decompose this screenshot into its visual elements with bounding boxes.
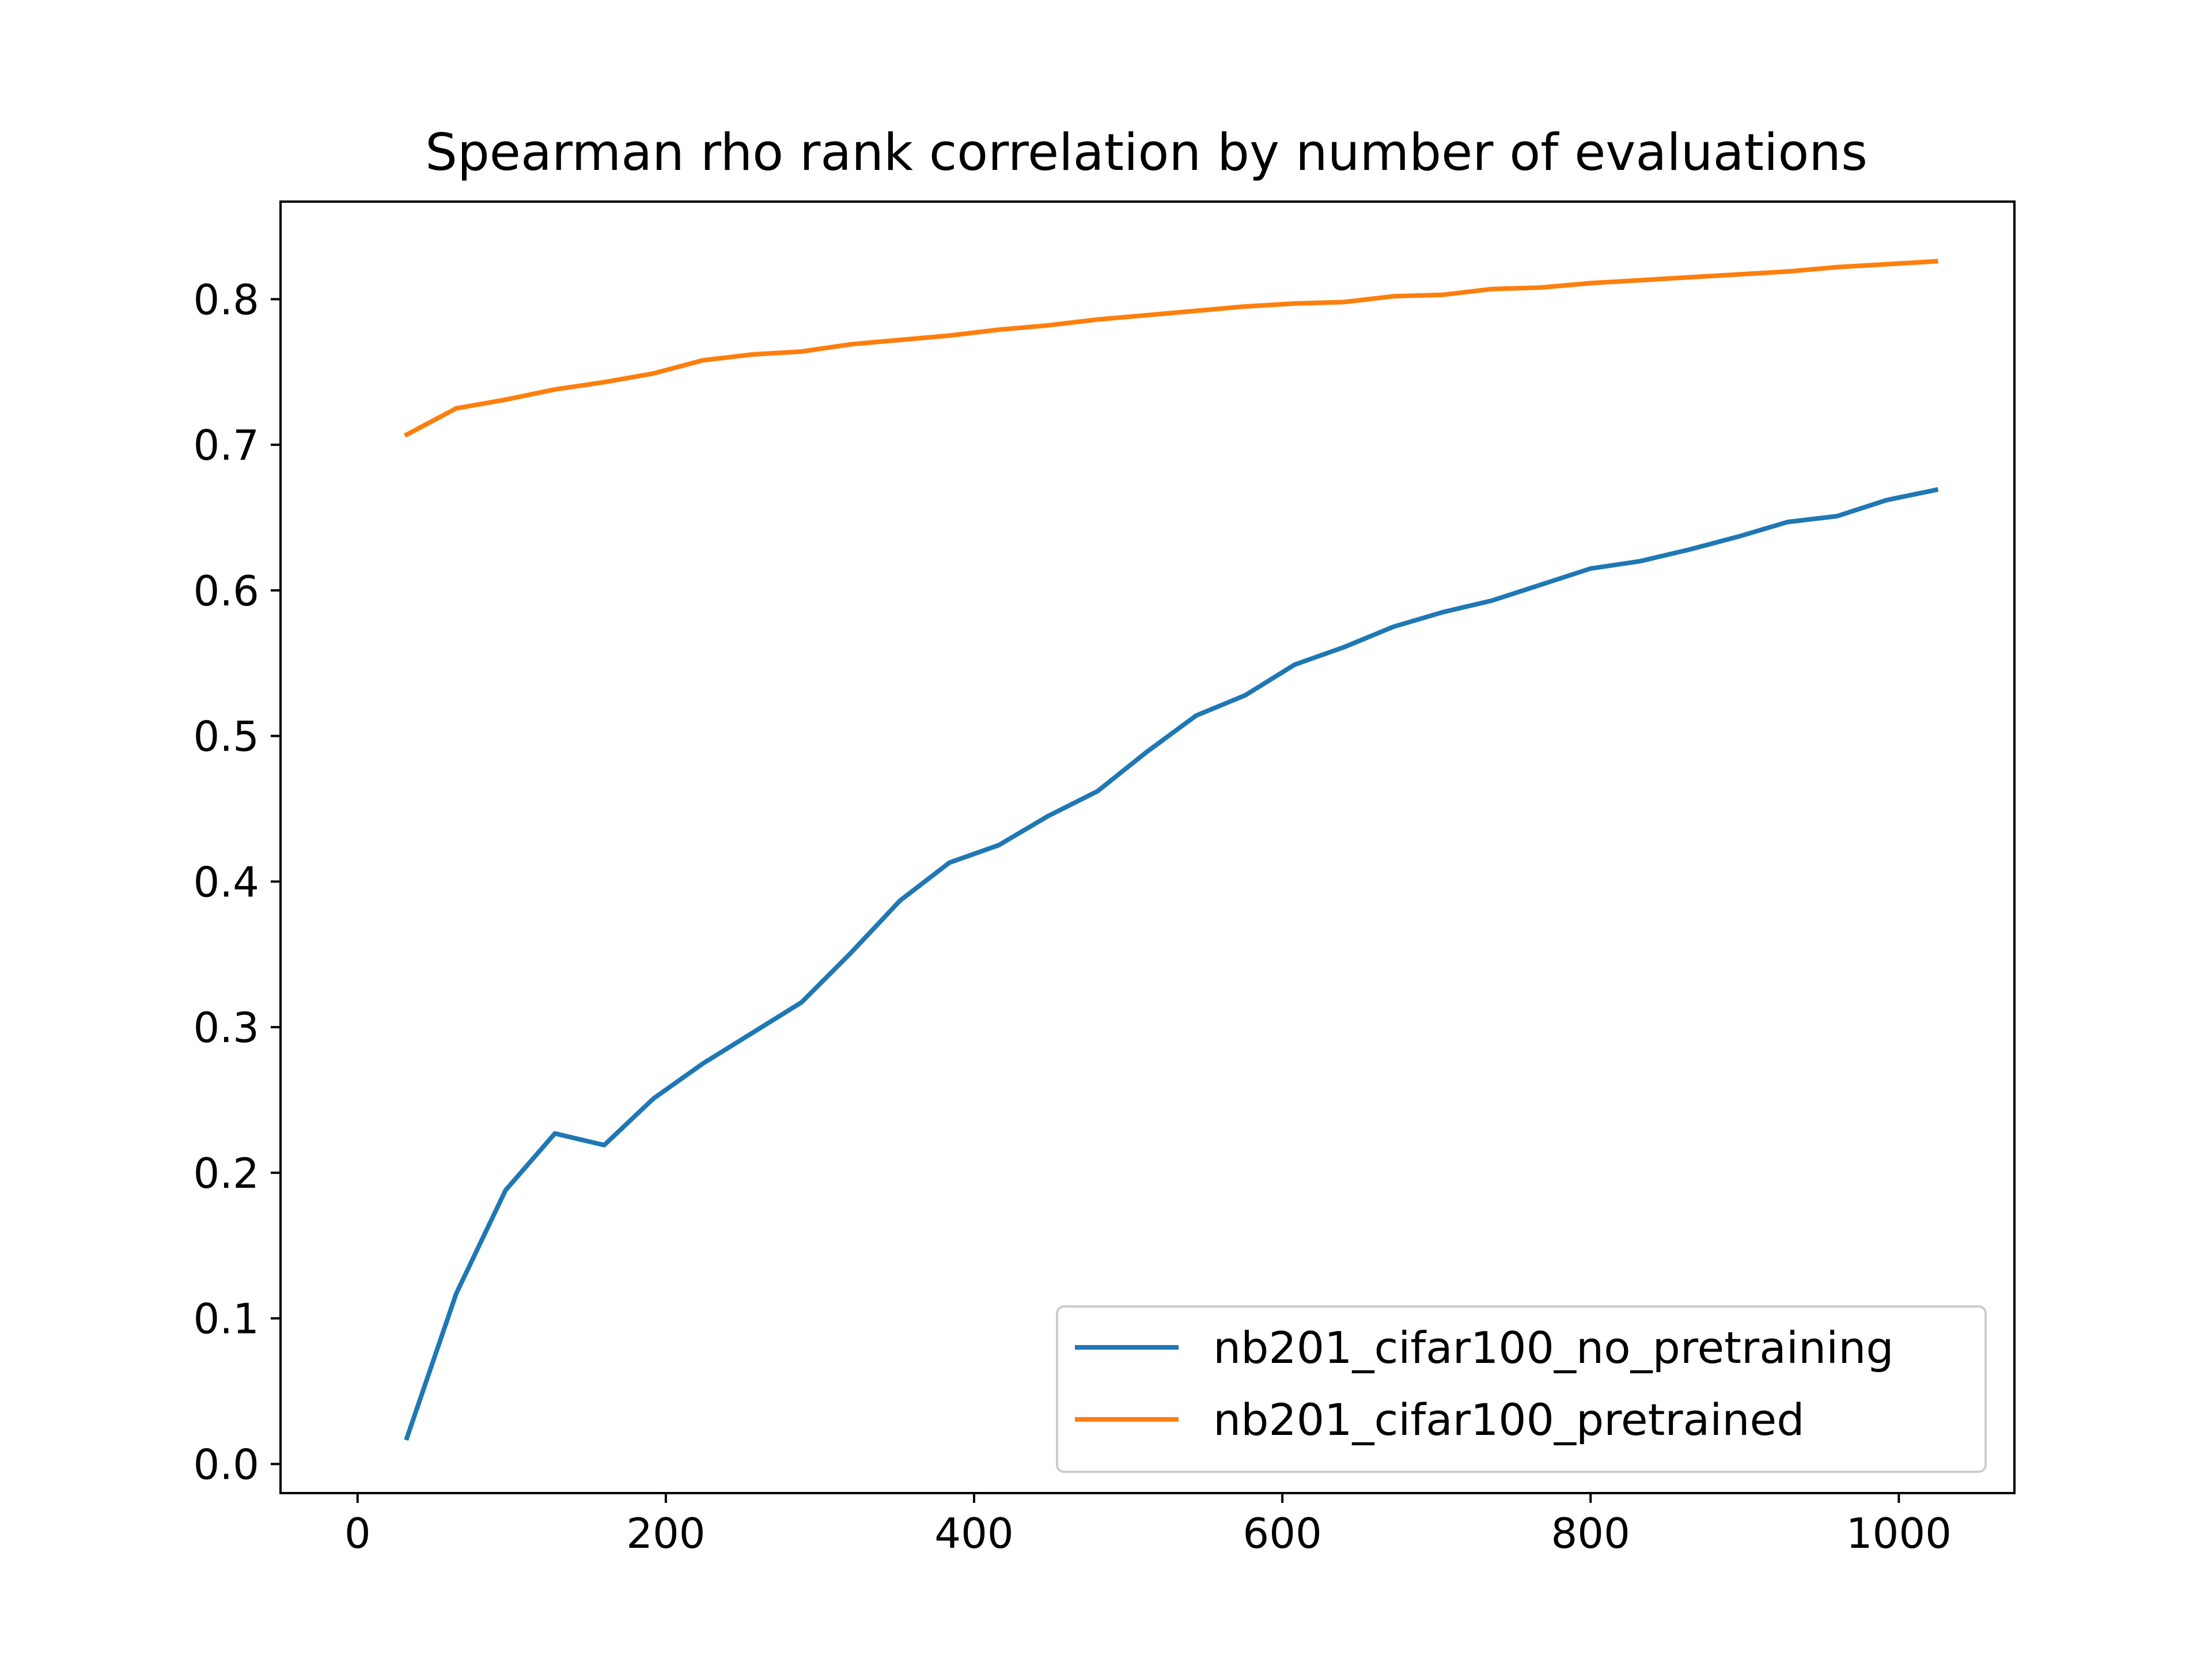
y-tick-label: 0.6 — [193, 567, 259, 615]
y-tick-label: 0.2 — [193, 1149, 259, 1198]
plot-frame — [279, 200, 2016, 1494]
x-tick-label: 800 — [1551, 1509, 1630, 1558]
series-line-1 — [403, 259, 1938, 438]
y-tick-label: 0.3 — [193, 1003, 259, 1052]
y-tick-label: 0.0 — [193, 1440, 259, 1488]
y-tick-label: 0.4 — [193, 858, 259, 906]
legend-frame — [1056, 1305, 1987, 1473]
x-tick-label: 200 — [626, 1509, 705, 1558]
x-tick-label: 0 — [344, 1509, 371, 1558]
y-tick-label: 0.5 — [193, 713, 259, 761]
y-tick-label: 0.7 — [193, 421, 259, 469]
chart-title: Spearman rho rank correlation by number … — [425, 123, 1868, 182]
legend-label-no-pretraining: nb201_cifar100_no_pretraining — [1213, 1322, 1894, 1373]
x-tick-label: 600 — [1243, 1509, 1321, 1558]
x-tick-label: 400 — [934, 1509, 1013, 1558]
x-tick-label: 1000 — [1846, 1509, 1952, 1558]
plot-area: 0 200 400 600 800 1000 0.0 0.1 0.2 0.3 0.4 0.5 0.6 0.… — [193, 200, 2016, 1558]
y-tick-label: 0.1 — [193, 1295, 259, 1343]
legend-label-pretrained: nb201_cifar100_pretrained — [1213, 1394, 1804, 1445]
legend: nb201_cifar100_no_pretraining nb201_cifa… — [1056, 1305, 1987, 1473]
y-tick-label: 0.8 — [193, 275, 259, 324]
series-line-0 — [404, 487, 1939, 1441]
